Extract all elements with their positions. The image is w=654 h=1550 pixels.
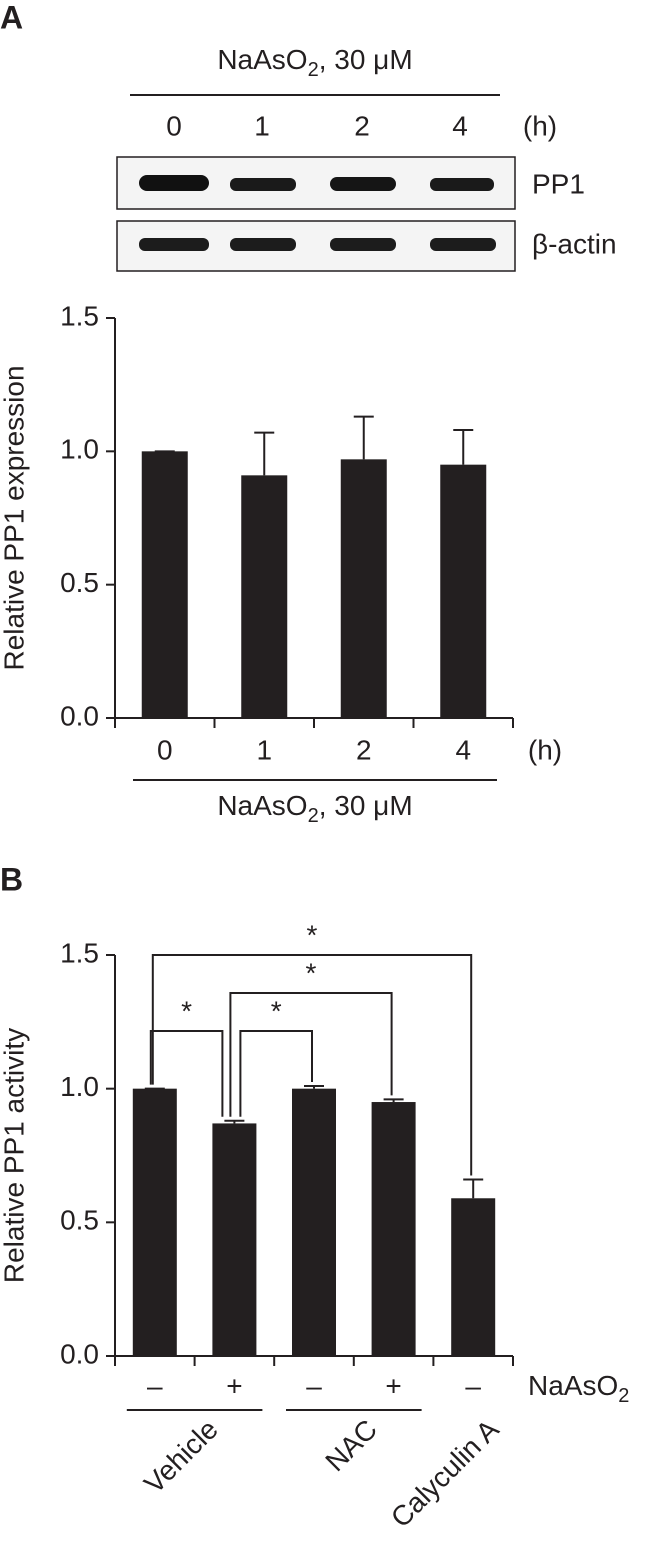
significance-label: * <box>306 957 317 988</box>
bar <box>340 459 387 718</box>
x-tick-label: 0 <box>157 734 173 765</box>
x-tick-label: + <box>226 1370 242 1401</box>
bar <box>241 475 288 718</box>
x-tick-label: 4 <box>455 734 471 765</box>
bar <box>141 451 188 718</box>
group-label-subscript: 2 <box>308 805 319 827</box>
y-tick-label: 1.5 <box>60 937 99 968</box>
x-tick-label: – <box>306 1370 322 1401</box>
treatment-subscript: 2 <box>308 59 319 81</box>
y-tick-label: 0.0 <box>60 1338 99 1369</box>
blot-unit: (h) <box>523 110 557 141</box>
y-tick-label: 0.0 <box>60 700 99 731</box>
y-tick-label: 0.5 <box>60 567 99 598</box>
x-tick-label: 1 <box>256 734 272 765</box>
error-bar <box>453 429 474 465</box>
x-tick-label: 2 <box>356 734 372 765</box>
significance-label: * <box>271 995 282 1026</box>
significance-label: * <box>181 995 192 1026</box>
y-tick-label: 1.5 <box>60 300 99 331</box>
x-tick-label: – <box>465 1370 481 1401</box>
lane-label: 2 <box>354 110 370 141</box>
blot <box>116 156 516 272</box>
band <box>430 178 494 191</box>
group-label-text: NaAsO <box>217 790 307 821</box>
y-tick-label: 1.0 <box>60 434 99 465</box>
x-unit: (h) <box>528 734 562 765</box>
band <box>330 238 396 251</box>
significance-bracket <box>149 1030 224 1117</box>
error-bar <box>383 1098 404 1103</box>
blot-treatment: NaAsO2, 30 μM <box>217 44 412 81</box>
bar <box>371 1102 416 1356</box>
band <box>139 238 209 251</box>
y-axis-label: Relative PP1 activity <box>0 1028 29 1283</box>
group-label: Calyculin A <box>385 1413 505 1533</box>
panel-label: B <box>0 861 23 897</box>
band <box>430 238 496 251</box>
y-tick-label: 0.5 <box>60 1205 99 1236</box>
treatment-suffix: , 30 μM <box>319 44 413 75</box>
bar <box>292 1088 336 1356</box>
row-label-text: NaAsO <box>528 1370 618 1401</box>
bar <box>451 1198 496 1356</box>
lane-label: 4 <box>452 110 468 141</box>
band <box>230 178 296 191</box>
significance-label: * <box>307 919 318 950</box>
bar <box>440 464 487 718</box>
error-bar <box>304 1084 324 1089</box>
group-label: Vehicle <box>138 1414 224 1500</box>
lane-label: 1 <box>254 110 270 141</box>
row-label: NaAsO2 <box>528 1370 629 1407</box>
error-bar <box>254 431 275 476</box>
error-bar <box>353 415 374 460</box>
panel-label: A <box>0 0 23 35</box>
y-tick-label: 1.0 <box>60 1071 99 1102</box>
group-label: NAC <box>319 1414 383 1478</box>
x-tick-label: – <box>147 1370 163 1401</box>
x-tick-label: + <box>385 1370 401 1401</box>
band <box>330 177 396 191</box>
group-label-suffix: , 30 μM <box>319 790 413 821</box>
bar <box>212 1123 257 1356</box>
band <box>139 175 209 191</box>
treatment-text: NaAsO <box>217 44 307 75</box>
bar <box>132 1088 177 1356</box>
row-label-subscript: 2 <box>618 1385 629 1407</box>
significance-bracket <box>151 954 473 1176</box>
error-bar <box>224 1119 245 1124</box>
y-axis-label: Relative PP1 expression <box>0 365 29 670</box>
band <box>230 238 296 251</box>
significance-bracket <box>239 1030 313 1117</box>
significance-bracket <box>229 992 393 1117</box>
lane-label: 0 <box>166 110 182 141</box>
blot-row-label: β-actin <box>532 228 617 259</box>
error-bar <box>463 1178 484 1199</box>
group-label: NaAsO2, 30 μM <box>217 790 412 827</box>
blot-row-label: PP1 <box>532 168 585 199</box>
